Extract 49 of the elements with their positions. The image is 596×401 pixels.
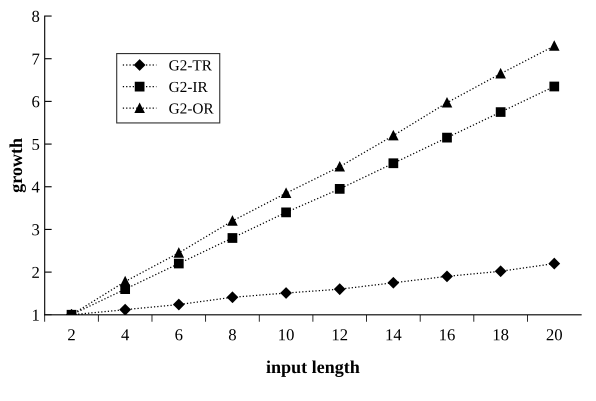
x-tick-label: 20 [546, 329, 562, 340]
x-tick-label: 16 [440, 329, 455, 340]
y-tick-label: 8 [32, 10, 40, 22]
point [334, 184, 345, 194]
legend-label: G2-OR [169, 103, 214, 114]
x-tick-label: 2 [68, 329, 75, 340]
y-tick-label: 3 [32, 224, 40, 236]
point [280, 287, 292, 299]
point [496, 68, 506, 79]
x-tick-label: 6 [175, 329, 182, 340]
y-axis-title: growth [9, 138, 26, 192]
point [334, 284, 346, 295]
x-axis-title: input length [266, 360, 360, 377]
point [173, 298, 184, 310]
point [442, 98, 452, 108]
y-tick-label: 2 [32, 266, 39, 278]
point [226, 292, 238, 303]
point [120, 276, 130, 286]
point [174, 258, 184, 268]
point [174, 248, 184, 258]
point [495, 266, 506, 277]
point [442, 132, 452, 143]
y-tick-label: 1 [32, 310, 39, 321]
x-tick-label: 18 [494, 329, 508, 340]
x-tick-label: 12 [332, 329, 348, 340]
x-tick-label: 4 [121, 329, 130, 340]
point [388, 130, 398, 140]
point [120, 304, 131, 315]
point [334, 162, 345, 172]
point [549, 82, 560, 92]
point [281, 207, 291, 218]
x-tick-label: 10 [279, 329, 294, 340]
legend-label: G2-IR [169, 82, 208, 92]
legend-label: G2-TR [169, 60, 212, 71]
x-tick-label: 14 [386, 329, 402, 340]
point [388, 277, 399, 288]
y-tick-label: 6 [32, 96, 40, 108]
point [281, 188, 291, 198]
point [548, 258, 560, 270]
point [441, 270, 453, 282]
point [228, 216, 238, 226]
x-tick-label: 8 [228, 329, 236, 340]
y-tick-label: 5 [32, 138, 40, 150]
y-tick-label: 4 [32, 182, 40, 193]
point [228, 233, 238, 243]
point [496, 107, 506, 117]
y-tick-label: 7 [32, 54, 40, 64]
point [549, 41, 560, 51]
point [388, 158, 398, 168]
